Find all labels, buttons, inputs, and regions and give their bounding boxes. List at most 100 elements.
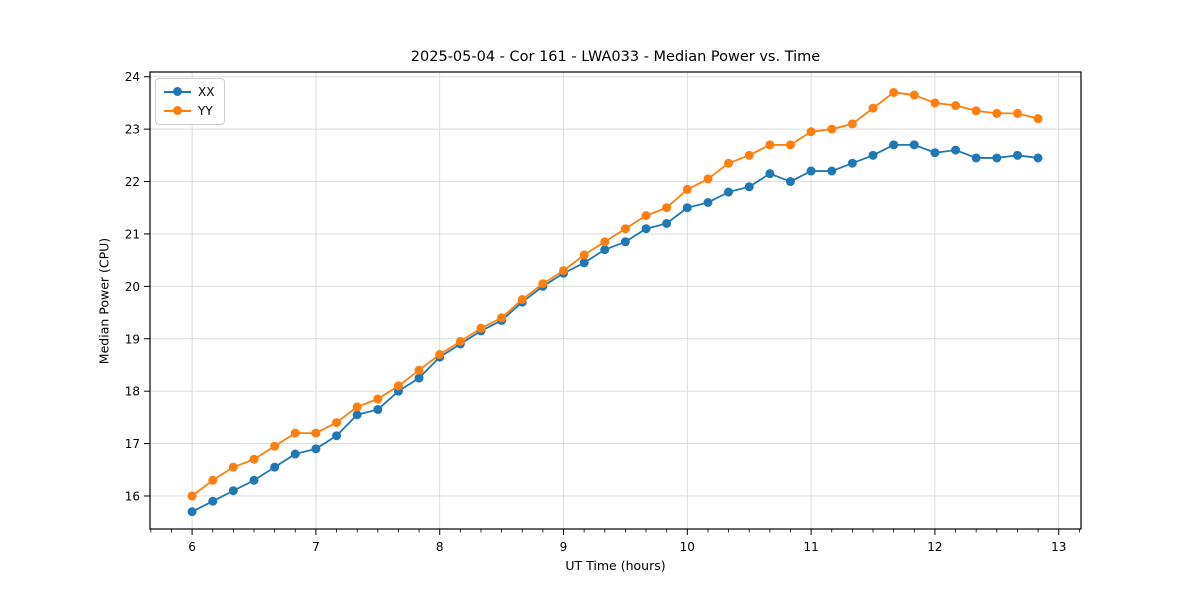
data-point-yy — [270, 441, 280, 451]
data-point-xx — [600, 245, 610, 255]
data-point-xx — [579, 258, 589, 268]
data-point-xx — [1012, 150, 1022, 160]
marker-dot-icon — [173, 87, 182, 96]
data-point-yy — [352, 402, 362, 412]
data-point-xx — [703, 197, 713, 207]
data-point-xx — [847, 158, 857, 168]
y-tick-label: 20 — [125, 280, 140, 294]
series-line-xx — [191, 143, 1039, 513]
data-point-xx — [332, 431, 342, 441]
x-tick-label: 8 — [436, 540, 444, 554]
y-tick-label: 23 — [125, 123, 140, 137]
data-point-yy — [765, 140, 775, 150]
x-tick-label: 10 — [680, 540, 695, 554]
data-point-yy — [290, 428, 300, 438]
data-point-yy — [517, 294, 527, 304]
data-point-xx — [228, 486, 238, 496]
legend-label-xx: XX — [198, 85, 215, 99]
legend-swatch-xx — [164, 87, 191, 97]
data-point-xx — [682, 203, 692, 213]
legend: XX YY — [155, 78, 226, 125]
data-point-yy — [992, 108, 1002, 118]
data-point-xx — [373, 405, 383, 415]
data-point-yy — [476, 323, 486, 333]
x-tick-label: 9 — [560, 540, 568, 554]
data-point-yy — [909, 90, 919, 100]
data-point-yy — [724, 158, 734, 168]
data-point-xx — [765, 169, 775, 179]
data-point-yy — [1033, 114, 1043, 124]
data-point-xx — [208, 496, 218, 506]
data-point-yy — [600, 237, 610, 247]
data-point-yy — [311, 428, 321, 438]
legend-label-yy: YY — [198, 104, 213, 118]
y-tick-label: 17 — [125, 437, 140, 451]
data-point-yy — [393, 381, 403, 391]
data-point-yy — [455, 336, 465, 346]
data-point-xx — [187, 507, 197, 517]
y-axis-label: Median Power (CPU) — [96, 237, 112, 365]
y-tick-label: 24 — [125, 70, 140, 84]
data-point-xx — [868, 150, 878, 160]
data-point-xx — [951, 145, 961, 155]
data-point-xx — [249, 475, 259, 485]
x-tick-label: 6 — [188, 540, 196, 554]
data-point-yy — [806, 127, 816, 137]
data-point-yy — [971, 106, 981, 116]
data-point-yy — [414, 365, 424, 375]
data-point-yy — [827, 124, 837, 134]
data-point-xx — [724, 187, 734, 197]
data-point-yy — [559, 266, 569, 276]
data-point-yy — [208, 475, 218, 485]
data-point-xx — [1033, 153, 1043, 163]
data-point-yy — [332, 418, 342, 428]
axes-frame — [149, 71, 1082, 530]
data-point-xx — [311, 444, 321, 454]
data-point-xx — [992, 153, 1002, 163]
data-point-xx — [352, 410, 362, 420]
data-point-xx — [270, 462, 280, 472]
data-point-xx — [889, 140, 899, 150]
y-tick-label: 16 — [125, 489, 140, 503]
data-point-yy — [682, 184, 692, 194]
data-point-yy — [662, 203, 672, 213]
data-point-xx — [290, 449, 300, 459]
legend-item-xx: XX — [164, 85, 214, 99]
data-point-yy — [228, 462, 238, 472]
data-point-yy — [620, 224, 630, 234]
y-tick-label: 22 — [125, 175, 140, 189]
data-point-yy — [889, 87, 899, 97]
data-point-yy — [847, 119, 857, 129]
data-point-yy — [1012, 108, 1022, 118]
data-point-yy — [930, 98, 940, 108]
data-point-yy — [785, 140, 795, 150]
data-point-xx — [827, 166, 837, 176]
data-point-yy — [744, 150, 754, 160]
x-tick-label: 7 — [312, 540, 320, 554]
legend-item-yy: YY — [164, 104, 214, 118]
data-point-xx — [662, 218, 672, 228]
data-point-yy — [249, 454, 259, 464]
data-point-xx — [620, 237, 630, 247]
data-point-xx — [785, 177, 795, 187]
y-tick-label: 18 — [125, 385, 140, 399]
data-point-yy — [435, 349, 445, 359]
y-tick-label: 21 — [125, 227, 140, 241]
chart-title: 2025-05-04 - Cor 161 - LWA033 - Median P… — [410, 49, 821, 65]
x-axis-label: UT Time (hours) — [565, 558, 666, 573]
data-point-xx — [930, 148, 940, 158]
data-point-xx — [641, 224, 651, 234]
data-point-yy — [497, 313, 507, 323]
data-point-yy — [373, 394, 383, 404]
data-point-yy — [703, 174, 713, 184]
data-point-yy — [641, 211, 651, 221]
marker-dot-icon — [173, 106, 182, 115]
data-point-yy — [187, 491, 197, 501]
x-tick-label: 11 — [803, 540, 818, 554]
data-point-xx — [744, 182, 754, 192]
x-tick-label: 13 — [1051, 540, 1066, 554]
data-point-xx — [806, 166, 816, 176]
data-point-yy — [868, 103, 878, 113]
